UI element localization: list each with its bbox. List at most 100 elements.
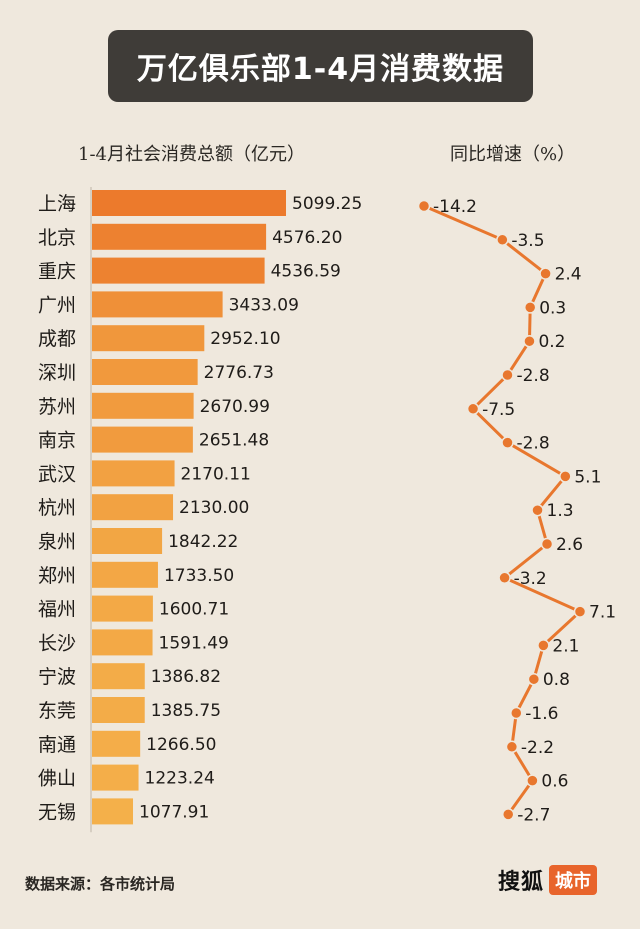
line-chart-header: 同比增速（%）	[450, 144, 576, 165]
bar-category-label: 南京	[38, 430, 76, 452]
growth-point	[540, 537, 554, 551]
growth-point	[537, 639, 550, 652]
bar-value-label: 2651.48	[199, 431, 269, 451]
line-series: -14.2-3.52.40.30.2-2.8-7.5-2.85.11.32.6-…	[417, 197, 616, 825]
growth-value-label: -14.2	[433, 197, 477, 217]
bar-value-label: 3433.09	[229, 295, 299, 315]
bar-category-label: 杭州	[38, 497, 76, 519]
growth-point	[498, 571, 511, 585]
bar-category-label: 上海	[38, 193, 76, 215]
source-note: 数据来源：各市统计局	[25, 875, 176, 893]
growth-value-label: 5.1	[574, 467, 601, 487]
bar-category-label: 佛山	[38, 768, 76, 790]
bar	[92, 291, 223, 318]
bar	[92, 798, 134, 825]
growth-point	[466, 402, 480, 416]
bar-value-label: 1385.75	[151, 701, 221, 721]
bar-value-label: 4536.59	[271, 262, 341, 282]
growth-point	[501, 368, 514, 382]
growth-point	[496, 233, 509, 247]
growth-value-label: -3.2	[514, 569, 547, 589]
bar-value-label: 4576.20	[272, 228, 342, 248]
bar-value-label: 1842.22	[168, 532, 238, 552]
growth-point	[559, 470, 572, 483]
growth-point	[527, 672, 541, 686]
growth-point	[510, 706, 523, 720]
bar-value-label: 1600.71	[159, 600, 229, 620]
bar-value-label: 2952.10	[210, 329, 280, 349]
bar	[92, 223, 267, 250]
bar	[92, 629, 153, 656]
bar-value-label: 2130.00	[179, 498, 249, 518]
bar-category-label: 成都	[38, 328, 76, 350]
bar-category-label: 福州	[38, 599, 76, 621]
growth-value-label: 2.6	[556, 535, 583, 555]
bar-value-label: 2776.73	[204, 363, 274, 383]
bar-category-label: 东莞	[38, 700, 76, 722]
bar-category-label: 南通	[38, 734, 76, 756]
bar	[92, 392, 194, 419]
bar	[92, 359, 198, 385]
growth-value-label: -2.7	[517, 805, 550, 825]
growth-point	[501, 436, 514, 449]
bar-category-label: 郑州	[38, 565, 76, 587]
bar-category-label: 武汉	[38, 463, 76, 485]
bar	[92, 325, 205, 352]
growth-point	[523, 334, 536, 348]
growth-value-label: -2.2	[521, 738, 554, 758]
growth-point	[531, 503, 544, 517]
growth-value-label: -7.5	[482, 400, 515, 420]
bar-category-label: 苏州	[38, 396, 76, 418]
growth-value-label: -1.6	[525, 704, 558, 724]
growth-value-label: 1.3	[547, 501, 574, 521]
bar-category-label: 宁波	[38, 666, 76, 688]
growth-value-label: 0.6	[541, 772, 568, 792]
bar	[92, 426, 193, 453]
growth-point	[505, 740, 519, 754]
bar	[92, 764, 139, 791]
growth-value-label: -2.8	[516, 366, 549, 386]
bar-value-label: 1386.82	[151, 667, 221, 687]
bar-category-label: 泉州	[38, 531, 76, 553]
growth-value-label: 2.4	[555, 265, 582, 285]
growth-point	[501, 808, 515, 821]
bar-value-label: 2670.99	[200, 397, 270, 417]
growth-point	[523, 301, 537, 314]
bar-value-label: 1591.49	[159, 633, 229, 653]
title-box: 万亿俱乐部1-4月消费数据	[108, 30, 533, 102]
growth-value-label: -3.5	[511, 231, 544, 251]
bar	[92, 561, 158, 588]
bar-category-label: 北京	[38, 227, 76, 249]
bar-value-label: 2170.11	[181, 464, 251, 484]
bar-category-label: 深圳	[38, 362, 76, 384]
sohu-logo: 搜狐 城市	[498, 864, 598, 896]
bar	[92, 730, 141, 757]
bar-category-label: 无锡	[38, 801, 76, 823]
bar	[92, 697, 145, 723]
bar-value-label: 1733.50	[164, 566, 234, 586]
bar-category-label: 重庆	[38, 261, 76, 283]
bar-value-label: 1223.24	[145, 769, 215, 789]
bar	[92, 595, 153, 622]
bar-chart-header: 1-4月社会消费总额（亿元）	[78, 144, 305, 165]
bar-value-label: 1077.91	[139, 802, 209, 822]
growth-value-label: -2.8	[516, 434, 549, 454]
bar-value-label: 5099.25	[292, 194, 362, 214]
growth-point	[573, 605, 587, 618]
bar	[92, 494, 174, 521]
bar	[92, 460, 175, 487]
bar-value-label: 1266.50	[146, 735, 216, 755]
page-title: 万亿俱乐部1-4月消费数据	[136, 52, 505, 87]
growth-point	[417, 199, 431, 213]
growth-point	[539, 267, 552, 280]
bar-category-label: 广州	[38, 294, 76, 316]
logo-badge: 城市	[549, 865, 598, 895]
bar-series: 上海 5099.25 北京 4576.20 重庆 4536.59 广州 3433.09 成都 29…	[38, 190, 362, 825]
bar	[92, 257, 265, 284]
growth-value-label: 2.1	[552, 636, 579, 656]
growth-value-label: 0.8	[543, 670, 570, 690]
growth-point	[526, 774, 539, 787]
bar	[92, 528, 163, 554]
bar-category-label: 长沙	[38, 632, 76, 654]
